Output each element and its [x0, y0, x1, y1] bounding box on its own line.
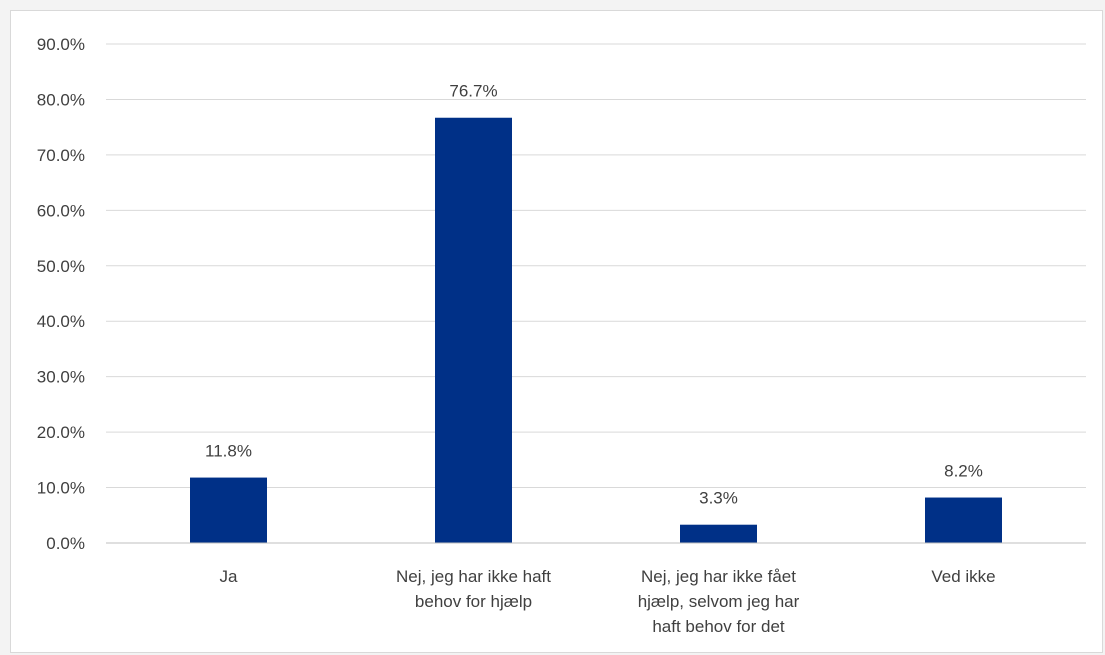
- bar: [680, 524, 757, 543]
- category-label: Nej, jeg har ikke fået hjælp, selvom jeg …: [638, 567, 800, 636]
- data-label: 8.2%: [944, 462, 983, 481]
- bar: [190, 477, 267, 543]
- data-label: 76.7%: [449, 82, 497, 101]
- y-tick-label: 0.0%: [46, 534, 85, 553]
- chart-area: 0.0% 10.0% 20.0% 30.0% 40.0% 50.0% 60.0% 70.0% 8…: [10, 10, 1103, 653]
- data-label: 11.8%: [205, 442, 252, 461]
- y-tick-label: 70.0%: [37, 146, 85, 165]
- category-label: Nej, jeg har ikke haft behov for hjælp: [396, 567, 551, 611]
- category-label: Ja: [220, 567, 239, 586]
- y-tick-label: 60.0%: [37, 201, 85, 220]
- y-tick-label: 90.0%: [37, 35, 85, 54]
- category-label: Ved ikke: [931, 567, 995, 586]
- data-labels: 11.8% 76.7% 3.3% 8.2%: [205, 82, 983, 508]
- y-tick-label: 40.0%: [37, 312, 85, 331]
- y-tick-label: 50.0%: [37, 257, 85, 276]
- y-tick-label: 10.0%: [37, 479, 85, 498]
- bar: [925, 497, 1002, 543]
- bar-chart: 0.0% 10.0% 20.0% 30.0% 40.0% 50.0% 60.0% 70.0% 8…: [37, 35, 1086, 636]
- bar: [435, 117, 512, 543]
- gridlines: [106, 43, 1086, 489]
- y-axis-tick-labels: 0.0% 10.0% 20.0% 30.0% 40.0% 50.0% 60.0% 70.0% 8…: [37, 35, 85, 553]
- bars: [190, 117, 1002, 543]
- y-tick-label: 80.0%: [37, 90, 85, 109]
- data-label: 3.3%: [699, 489, 738, 508]
- y-tick-label: 30.0%: [37, 368, 85, 387]
- y-tick-label: 20.0%: [37, 423, 85, 442]
- x-axis-category-labels: Ja Nej, jeg har ikke haft behov for hjælp N…: [220, 567, 996, 636]
